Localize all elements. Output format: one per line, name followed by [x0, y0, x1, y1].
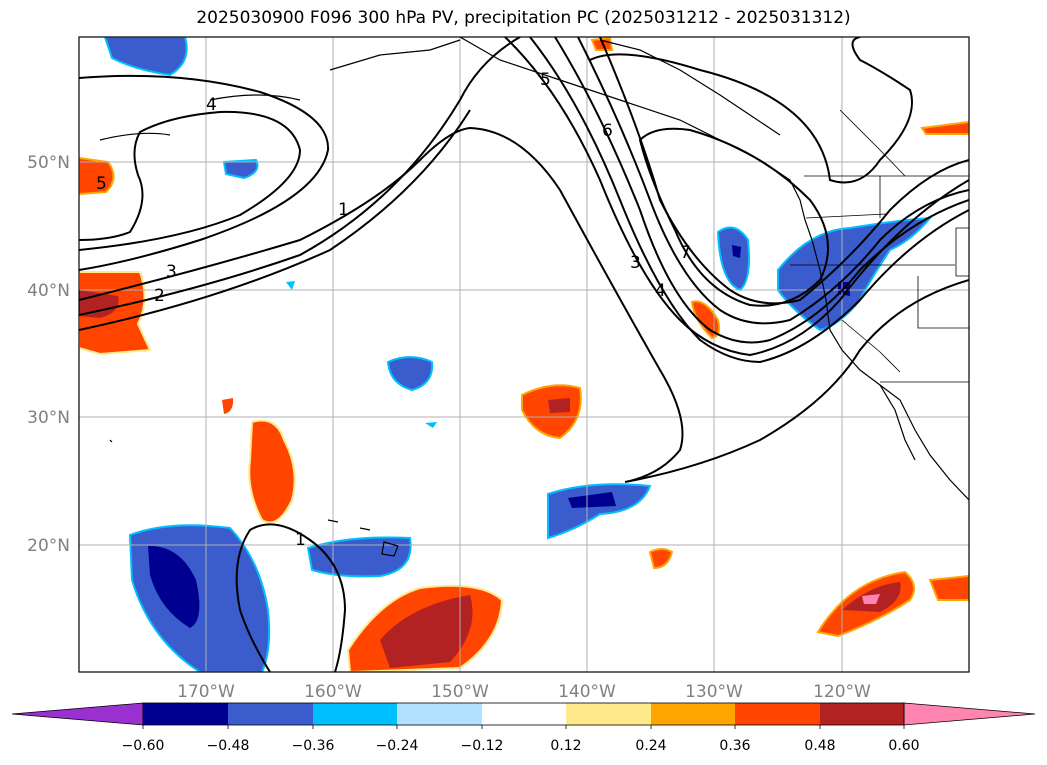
lat-label: 50°N	[27, 153, 70, 173]
pv-contours	[79, 37, 969, 672]
colorbar-tick-label: −0.24	[376, 738, 419, 754]
colorbar-max-extension	[903, 702, 1036, 726]
colorbar-segment	[735, 703, 820, 725]
lon-label: 160°W	[304, 682, 362, 702]
lat-label: 30°N	[27, 408, 70, 428]
contour-label: 3	[166, 262, 177, 282]
colorbar-tick-label: 0.36	[719, 738, 750, 754]
contour-label: 6	[602, 121, 613, 141]
lon-label: 130°W	[685, 682, 743, 702]
contour-label: 5	[540, 70, 551, 90]
map-title: 2025030900 F096 300 hPa PV, precipitatio…	[196, 8, 851, 28]
map-frame	[78, 36, 970, 673]
colorbar-tick-label: −0.48	[207, 738, 250, 754]
lat-label: 40°N	[27, 281, 70, 301]
colorbar-segment	[143, 703, 228, 725]
colorbar-tick-label: 0.24	[635, 738, 666, 754]
colorbar-segment	[651, 703, 735, 725]
colorbar-segment	[820, 703, 904, 725]
lon-label: 170°W	[177, 682, 235, 702]
lon-label: 120°W	[813, 682, 871, 702]
contour-label: 7	[680, 243, 691, 263]
lon-label: 140°W	[558, 682, 616, 702]
contour-label: 5	[96, 174, 107, 194]
contour-labels: 4 5 1 3 2 5 6 3 7 4 1	[96, 70, 691, 550]
colorbar-segment	[313, 703, 397, 725]
map-plot-area: 4 5 1 3 2 5 6 3 7 4 1	[79, 37, 969, 672]
colorbar-tick-label: 0.48	[804, 738, 835, 754]
colorbar-segment	[482, 703, 566, 725]
lat-label: 20°N	[27, 536, 70, 556]
longitude-labels: 170°W 160°W 150°W 140°W 130°W 120°W	[177, 682, 871, 702]
lon-label: 150°W	[431, 682, 489, 702]
contour-label: 1	[338, 200, 349, 220]
contour-label: 3	[630, 253, 641, 273]
colorbar: −0.60 −0.48 −0.36 −0.24 −0.12 0.12 0.24 …	[11, 702, 1036, 754]
gridlines	[79, 37, 969, 672]
colorbar-min-extension	[11, 702, 144, 726]
contour-label: 1	[295, 530, 306, 550]
colorbar-segment	[228, 703, 313, 725]
precip-anomalies	[79, 37, 969, 672]
latitude-labels: 50°N 40°N 30°N 20°N	[27, 153, 70, 556]
colorbar-tick-label: −0.60	[122, 738, 165, 754]
contour-label: 4	[206, 95, 217, 115]
colorbar-tick-label: 0.12	[550, 738, 581, 754]
colorbar-segment	[566, 703, 651, 725]
colorbar-tick-label: −0.36	[292, 738, 335, 754]
contour-label: 2	[154, 286, 165, 306]
colorbar-segment	[397, 703, 482, 725]
colorbar-tick-label: −0.12	[461, 738, 504, 754]
contour-label: 4	[655, 281, 666, 301]
borders	[790, 109, 969, 383]
colorbar-tick-label: 0.60	[888, 738, 919, 754]
